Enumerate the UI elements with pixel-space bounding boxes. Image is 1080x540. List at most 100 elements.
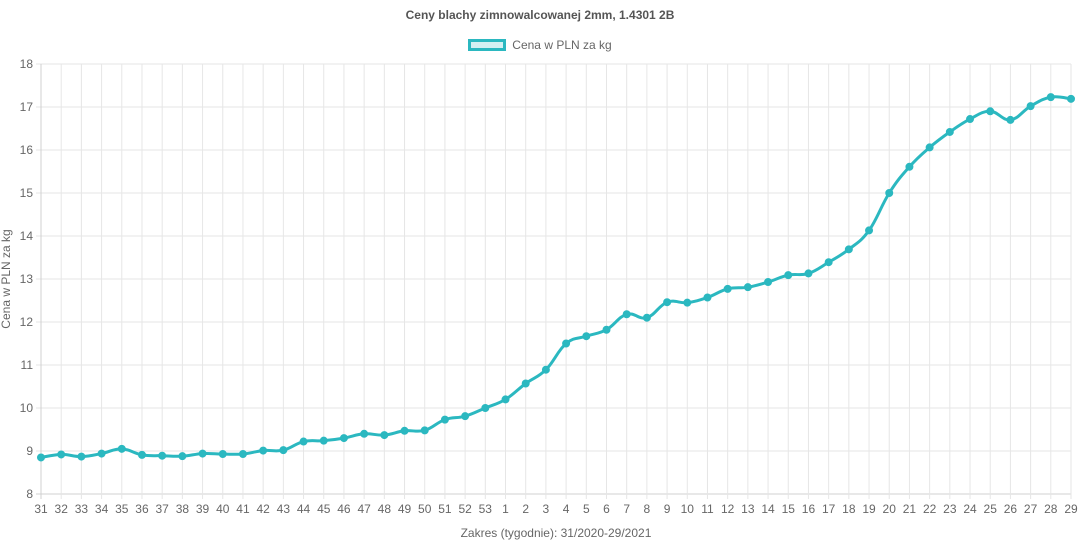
data-point[interactable] — [37, 453, 45, 462]
x-tick-label: 22 — [923, 502, 937, 516]
x-tick-label: 2 — [522, 502, 529, 516]
series-line — [39, 95, 1073, 459]
x-tick-label: 25 — [984, 502, 998, 516]
data-point[interactable] — [642, 313, 651, 322]
data-point[interactable] — [541, 365, 550, 374]
x-tick-label: 8 — [644, 502, 651, 516]
data-point[interactable] — [299, 437, 308, 446]
data-point[interactable] — [218, 450, 227, 459]
data-point[interactable] — [743, 283, 752, 292]
x-tick-label: 4 — [563, 502, 570, 516]
data-point[interactable] — [925, 143, 934, 152]
data-point[interactable] — [844, 245, 853, 254]
x-tick-label: 51 — [438, 502, 452, 516]
y-tick-label: 10 — [20, 401, 34, 415]
x-tick-label: 46 — [337, 502, 351, 516]
data-point[interactable] — [521, 379, 530, 388]
x-tick-label: 14 — [761, 502, 775, 516]
x-tick-label: 21 — [903, 502, 917, 516]
data-point[interactable] — [1026, 102, 1035, 111]
data-point[interactable] — [1046, 93, 1055, 102]
y-tick-label: 13 — [20, 272, 34, 286]
y-tick-label: 15 — [20, 186, 34, 200]
data-point[interactable] — [137, 450, 146, 459]
data-point[interactable] — [380, 431, 389, 440]
data-point[interactable] — [1067, 94, 1075, 103]
data-point[interactable] — [562, 339, 571, 348]
data-point[interactable] — [602, 325, 611, 334]
y-tick-label: 18 — [20, 57, 34, 71]
x-tick-label: 12 — [721, 502, 735, 516]
x-tick-label: 13 — [741, 502, 755, 516]
data-point[interactable] — [420, 426, 429, 435]
data-point[interactable] — [804, 269, 813, 278]
data-point[interactable] — [622, 310, 631, 319]
data-point[interactable] — [77, 452, 86, 461]
data-point[interactable] — [238, 450, 247, 459]
data-point[interactable] — [57, 450, 66, 459]
data-point[interactable] — [319, 436, 328, 445]
data-point[interactable] — [360, 429, 369, 438]
data-point[interactable] — [986, 107, 995, 116]
data-point[interactable] — [966, 115, 975, 124]
y-tick-label: 11 — [21, 358, 34, 372]
x-tick-label: 42 — [256, 502, 270, 516]
x-tick-label: 10 — [681, 502, 695, 516]
data-point[interactable] — [117, 444, 126, 453]
x-tick-label: 47 — [357, 502, 371, 516]
data-point[interactable] — [865, 226, 874, 235]
x-tick-label: 53 — [479, 502, 493, 516]
data-point[interactable] — [481, 404, 490, 412]
x-tick-label: 32 — [55, 502, 69, 516]
x-tick-label: 3 — [543, 502, 550, 516]
data-point[interactable] — [824, 258, 833, 267]
data-point[interactable] — [501, 395, 510, 404]
data-point[interactable] — [582, 332, 591, 341]
data-point[interactable] — [97, 449, 106, 458]
x-tick-label: 49 — [398, 502, 412, 516]
data-point[interactable] — [198, 449, 207, 458]
x-tick-label: 44 — [297, 502, 311, 516]
data-point[interactable] — [178, 452, 187, 461]
y-tick-label: 8 — [26, 487, 33, 501]
x-tick-label: 9 — [664, 502, 671, 516]
data-point[interactable] — [764, 278, 773, 287]
x-tick-label: 35 — [115, 502, 129, 516]
data-point[interactable] — [723, 284, 732, 293]
data-point[interactable] — [279, 446, 288, 455]
x-tick-label: 33 — [75, 502, 89, 516]
data-point[interactable] — [440, 415, 449, 424]
data-point[interactable] — [905, 162, 914, 171]
data-point[interactable] — [339, 434, 348, 443]
x-tick-label: 52 — [458, 502, 472, 516]
data-points — [37, 93, 1075, 462]
x-tick-label: 41 — [236, 502, 250, 516]
x-tick-label: 36 — [135, 502, 149, 516]
data-point[interactable] — [945, 127, 954, 136]
x-tick-label: 27 — [1024, 502, 1038, 516]
data-point[interactable] — [158, 451, 167, 460]
data-point[interactable] — [885, 189, 894, 197]
y-axis-label: Cena w PLN za kg — [0, 229, 13, 328]
x-tick-label: 17 — [822, 502, 836, 516]
y-tick-label: 14 — [20, 229, 34, 243]
data-point[interactable] — [259, 446, 268, 455]
data-point[interactable] — [1006, 115, 1015, 124]
x-tick-label: 28 — [1044, 502, 1058, 516]
data-point[interactable] — [461, 412, 470, 421]
x-tick-label: 20 — [883, 502, 897, 516]
data-point[interactable] — [663, 298, 672, 307]
data-point[interactable] — [784, 271, 793, 280]
x-tick-label: 43 — [277, 502, 291, 516]
x-tick-label: 1 — [502, 502, 509, 516]
data-point[interactable] — [703, 293, 712, 302]
x-tick-label: 29 — [1064, 502, 1078, 516]
legend-swatch[interactable] — [468, 39, 507, 51]
x-tick-label: 50 — [418, 502, 432, 516]
x-tick-label: 16 — [802, 502, 816, 516]
legend: Cena w PLN za kg — [0, 38, 1080, 54]
data-point[interactable] — [683, 298, 692, 307]
x-tick-label: 23 — [943, 502, 957, 516]
data-point[interactable] — [400, 426, 409, 435]
